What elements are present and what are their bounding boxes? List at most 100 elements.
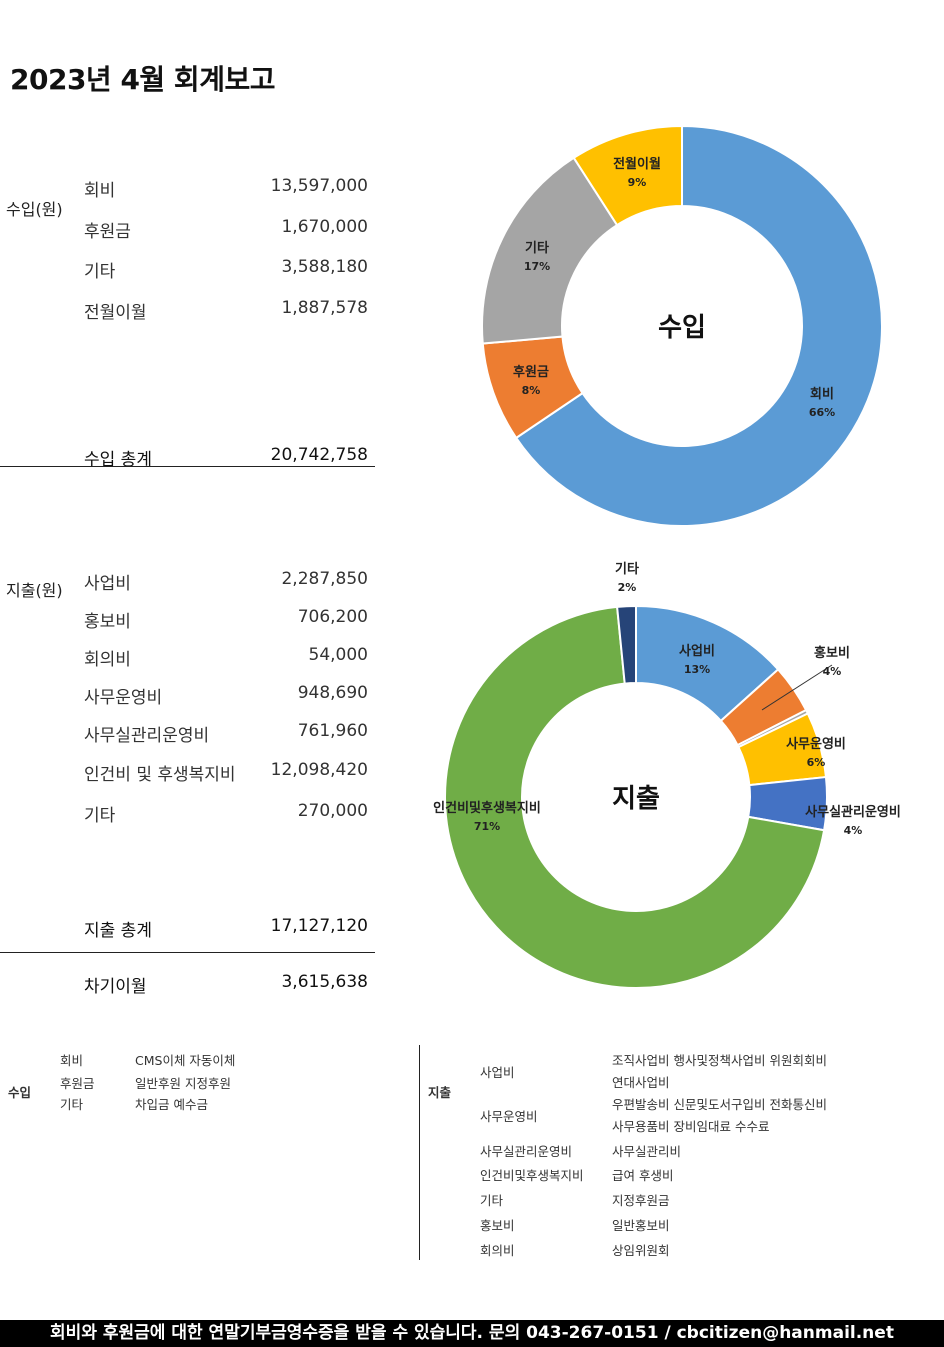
expense-row: 인건비 및 후생복지비 12,098,420 xyxy=(84,760,368,785)
expense-legend-desc: 지정후원금 xyxy=(612,1193,670,1208)
income-row: 기타 3,588,180 xyxy=(84,257,368,282)
income-total-value: 20,742,758 xyxy=(270,445,368,465)
slice-percent-label: 9% xyxy=(628,176,647,189)
expense-row: 사무실관리운영비 761,960 xyxy=(84,721,368,746)
slice-label: 사무운영비 xyxy=(786,736,846,752)
expense-legend-desc: 우편발송비 신문및도서구입비 전화통신비 xyxy=(612,1097,827,1112)
income-item-value: 1,670,000 xyxy=(281,217,368,237)
slice-percent-label: 66% xyxy=(809,406,835,419)
slice-label: 사무실관리운영비 xyxy=(805,804,901,820)
expense-legend-desc: 급여 후생비 xyxy=(612,1168,674,1183)
slice-percent-label: 71% xyxy=(474,820,500,833)
expense-legend-name: 회의비 xyxy=(480,1243,515,1258)
income-item-value: 3,588,180 xyxy=(281,257,368,277)
income-legend-desc: 차입금 예수금 xyxy=(135,1097,208,1112)
income-item-name: 후원금 xyxy=(84,222,131,242)
expense-row: 사무운영비 948,690 xyxy=(84,683,368,708)
expense-legend-name: 사업비 xyxy=(480,1065,515,1080)
expense-item-value: 12,098,420 xyxy=(270,760,368,780)
income-legend-label: 수입 xyxy=(8,1085,32,1100)
expense-total-label: 지출 총계 xyxy=(84,921,152,941)
expense-total-value: 17,127,120 xyxy=(270,916,368,936)
legend-divider xyxy=(419,1045,420,1260)
slice-label: 전월이월 xyxy=(613,156,661,172)
slice-percent-label: 4% xyxy=(823,665,842,678)
income-legend-name: 후원금 xyxy=(60,1076,95,1091)
donut-slice xyxy=(572,124,683,227)
expense-item-name: 홍보비 xyxy=(84,612,131,632)
leader-line xyxy=(761,664,833,711)
expense-item-name: 사무운영비 xyxy=(84,688,163,708)
page-title: 2023년 4월 회계보고 xyxy=(10,63,275,96)
income-total-label: 수입 총계 xyxy=(84,450,152,470)
expense-section-label: 지출(원) xyxy=(6,581,63,600)
chart-title: 수입 xyxy=(658,313,706,343)
slice-percent-label: 8% xyxy=(522,384,541,397)
expense-legend-name: 인건비및후생복지비 xyxy=(480,1168,584,1183)
income-legend-name: 회비 xyxy=(60,1053,84,1068)
slice-percent-label: 4% xyxy=(844,824,863,837)
expense-legend-desc: 사무용품비 장비임대료 수수료 xyxy=(612,1119,770,1134)
donut-slice xyxy=(616,604,637,685)
income-row: 회비 13,597,000 xyxy=(84,176,368,201)
expense-row: 홍보비 706,200 xyxy=(84,607,368,632)
expense-legend-desc: 사무실관리비 xyxy=(612,1144,682,1159)
income-row: 전월이월 1,887,578 xyxy=(84,298,368,323)
income-legend-desc: CMS이체 자동이체 xyxy=(135,1053,236,1068)
chart-title: 지출 xyxy=(612,784,660,814)
slice-label: 후원금 xyxy=(513,364,549,380)
income-item-name: 기타 xyxy=(84,262,116,282)
expense-legend-name: 사무운영비 xyxy=(480,1109,538,1124)
slice-label: 회비 xyxy=(810,386,834,402)
carry-over-value: 3,615,638 xyxy=(281,972,368,992)
expense-item-value: 948,690 xyxy=(297,683,368,703)
expense-total-row: 지출 총계 17,127,120 xyxy=(84,916,368,941)
income-section-label: 수입(원) xyxy=(6,200,63,219)
income-item-value: 13,597,000 xyxy=(270,176,368,196)
slice-percent-label: 2% xyxy=(618,581,637,594)
slice-label: 기타 xyxy=(615,561,639,577)
slice-percent-label: 6% xyxy=(807,756,826,769)
donut-slice xyxy=(444,605,826,989)
slice-label: 사업비 xyxy=(679,643,715,659)
donut-slice xyxy=(514,124,883,527)
income-item-name: 회비 xyxy=(84,181,116,201)
expense-item-name: 인건비 및 후생복지비 xyxy=(84,765,236,785)
slice-label: 인건비및후생복지비 xyxy=(433,800,541,816)
expense-legend-desc: 연대사업비 xyxy=(612,1075,670,1090)
income-item-value: 1,887,578 xyxy=(281,298,368,318)
expense-legend-desc: 조직사업비 행사및정책사업비 위원회회비 xyxy=(612,1053,827,1068)
income-total-row: 수입 총계 20,742,758 xyxy=(84,445,368,470)
expense-legend-name: 홍보비 xyxy=(480,1218,515,1233)
slice-label: 기타 xyxy=(525,240,549,256)
slice-label: 홍보비 xyxy=(814,645,850,661)
expense-legend-name: 사무실관리운영비 xyxy=(480,1144,573,1159)
income-legend-desc: 일반후원 지정후원 xyxy=(135,1076,231,1091)
expense-row: 회의비 54,000 xyxy=(84,645,368,670)
slice-percent-label: 13% xyxy=(684,663,710,676)
expense-item-name: 사업비 xyxy=(84,574,131,594)
expense-legend-desc: 상임위원회 xyxy=(612,1243,670,1258)
expense-item-value: 54,000 xyxy=(308,645,368,665)
footer-banner: 회비와 후원금에 대한 연말기부금영수증을 받을 수 있습니다. 문의 043-… xyxy=(0,1320,944,1347)
expense-item-name: 회의비 xyxy=(84,650,131,670)
income-item-name: 전월이월 xyxy=(84,303,147,323)
expense-item-value: 2,287,850 xyxy=(281,569,368,589)
slice-percent-label: 17% xyxy=(524,260,550,273)
income-row: 후원금 1,670,000 xyxy=(84,217,368,242)
expense-row: 사업비 2,287,850 xyxy=(84,569,368,594)
expense-item-name: 기타 xyxy=(84,806,116,826)
income-legend-name: 기타 xyxy=(60,1097,84,1112)
expense-legend-label: 지출 xyxy=(428,1085,452,1100)
expense-legend-desc: 일반홍보비 xyxy=(612,1218,670,1233)
expense-row: 기타 270,000 xyxy=(84,801,368,826)
expense-item-value: 270,000 xyxy=(297,801,368,821)
expense-item-value: 761,960 xyxy=(297,721,368,741)
expense-item-value: 706,200 xyxy=(297,607,368,627)
carry-over-row: 차기이월 3,615,638 xyxy=(84,972,368,997)
income-total-rule xyxy=(0,466,375,467)
carry-over-label: 차기이월 xyxy=(84,977,147,997)
expense-legend-name: 기타 xyxy=(480,1193,504,1208)
expense-item-name: 사무실관리운영비 xyxy=(84,726,210,746)
